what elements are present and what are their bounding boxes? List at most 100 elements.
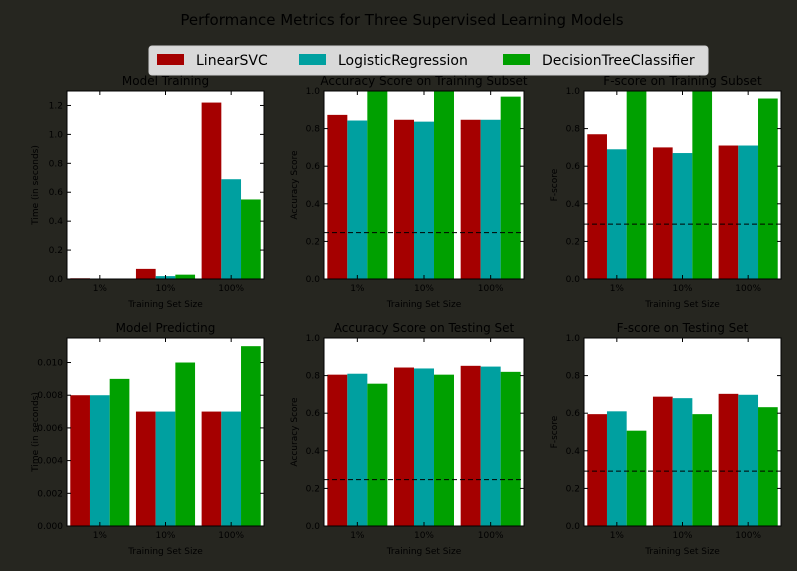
bar [347,120,368,280]
x-tick-label: 100% [735,284,761,294]
bar [89,395,110,526]
subplot-title: Accuracy Score on Training Subset [320,74,527,88]
y-tick-label: 0.6 [49,188,64,198]
bar [135,268,156,279]
y-tick-label: 0.010 [37,359,63,369]
bar [327,374,348,526]
bar [500,371,521,526]
y-tick-label: 0.000 [37,522,63,532]
bars [587,393,778,526]
bar [201,102,222,279]
y-tick-label: 0.4 [306,447,321,457]
y-tick-label: 0.004 [37,457,63,467]
legend-label-decisiontree: DecisionTreeClassifier [542,53,695,69]
x-tick-label: 100% [478,531,504,541]
bar [109,378,130,526]
x-axis-label: Training Set Size [644,300,720,310]
y-axis-label: F-score [550,415,560,448]
bar [738,145,759,279]
bar [175,362,196,526]
bar [606,411,627,526]
y-tick-label: 1.0 [566,87,581,97]
y-axis-label: Accuracy Score [290,150,300,220]
y-axis-label: Accuracy Score [290,397,300,467]
y-tick-label: 1.2 [49,101,63,111]
subplot-2: 0.0 0.2 0.4 0.6 0.8 1.0 1% 10% 100% Accuracy Scor… [290,74,528,310]
x-tick-label: 10% [672,284,692,294]
y-tick-label: 0.4 [49,217,64,227]
x-tick-label: 1% [350,284,365,294]
legend-swatch-decisiontree [503,54,530,65]
bar [434,91,454,279]
y-tick-label: 1.0 [566,334,581,344]
legend: LinearSVC LogisticRegression DecisionTre… [148,45,709,76]
x-tick-label: 1% [93,531,108,541]
y-tick-label: 0.0 [566,522,581,532]
legend-box [148,45,709,76]
x-tick-label: 1% [350,531,365,541]
bar [70,395,90,526]
bar [347,373,368,526]
bar [480,366,501,526]
y-tick-label: 0.2 [306,484,320,494]
bar [692,91,713,279]
bar [460,365,481,526]
x-axis-label: Training Set Size [127,547,203,557]
bar [672,398,693,526]
bar [587,134,607,279]
y-tick-label: 0.2 [49,246,63,256]
y-tick-label: 0.4 [306,200,321,210]
y-tick-label: 0.002 [37,489,63,499]
y-tick-label: 0.4 [566,200,581,210]
bar [155,411,176,526]
bar [758,98,778,280]
y-tick-label: 0.6 [566,162,581,172]
bar [221,179,242,279]
bar [434,374,454,526]
bars [327,91,521,280]
legend-swatch-logisticregression [299,54,326,65]
bar [672,153,693,279]
y-tick-label: 0.008 [37,391,63,401]
y-tick-label: 0.8 [566,372,581,382]
y-tick-label: 0.6 [306,162,321,172]
x-tick-label: 100% [735,531,761,541]
bar [221,411,242,526]
bar [652,147,673,279]
subplot-title: Model Predicting [116,321,216,335]
subplot-1: 0.0 0.2 0.4 0.6 0.8 1.0 1.2 1% 10% 100% Model Trai… [31,74,265,310]
subplot-title: Model Training [122,74,209,88]
y-tick-label: 0.6 [306,409,321,419]
x-axis-label: Training Set Size [386,547,462,557]
y-tick-label: 0.2 [566,484,580,494]
x-tick-label: 100% [218,284,244,294]
y-tick-label: 1.0 [306,334,321,344]
y-tick-label: 0.6 [566,409,581,419]
y-axis-label: Time (in seconds) [31,145,41,226]
y-tick-label: 0.2 [306,237,320,247]
y-tick-label: 0.8 [566,125,581,135]
bar [626,430,647,526]
bar [460,119,481,279]
subplots: 0.0 0.2 0.4 0.6 0.8 1.0 1.2 1% 10% 100% Model Trai… [31,74,782,557]
y-tick-label: 0.0 [306,522,321,532]
legend-swatch-linearsvc [157,54,184,65]
subplot-title: F-score on Training Subset [603,74,762,88]
x-tick-label: 10% [414,531,434,541]
bar [394,119,414,279]
figure-title: Performance Metrics for Three Supervised… [180,11,623,29]
y-tick-label: 0.8 [306,125,321,135]
bars [587,91,778,280]
bar [500,96,521,279]
subplot-5: 0.0 0.2 0.4 0.6 0.8 1.0 1% 10% 100% Accuracy Scor… [290,321,525,557]
bar [367,383,388,526]
subplot-4: 0.000 0.002 0.004 0.006 0.008 0.010 1% 10% 100% M… [31,321,265,557]
bar [587,414,607,526]
x-tick-label: 100% [218,531,244,541]
bar [414,368,434,526]
y-tick-label: 0.0 [566,275,581,285]
bar [626,91,647,279]
x-axis-label: Training Set Size [644,547,720,557]
x-tick-label: 1% [93,284,108,294]
bar [718,393,739,526]
